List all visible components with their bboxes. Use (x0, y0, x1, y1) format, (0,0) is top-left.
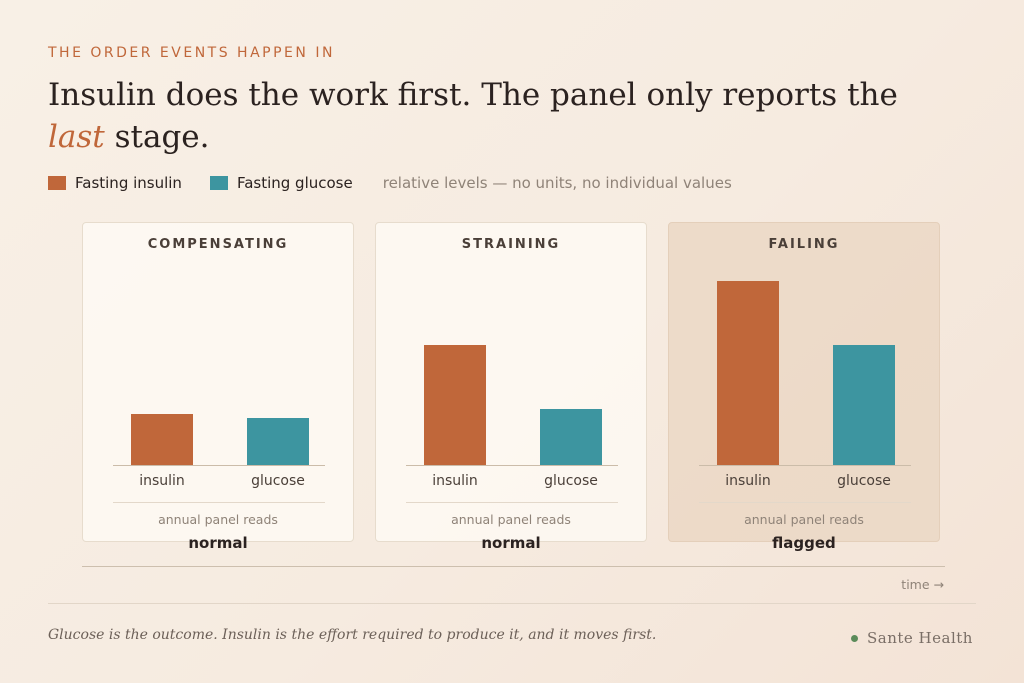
glucose-bar (833, 344, 895, 465)
bar-label-glucose: glucose (251, 473, 305, 489)
panel-straining: STRAINING insulin glucose annual panel read… (375, 222, 647, 552)
bar-baseline (406, 465, 618, 466)
legend-swatch-insulin (48, 176, 66, 190)
panel-separator (406, 502, 618, 503)
panel-separator (113, 502, 325, 503)
panel-reads-label: annual panel reads (158, 512, 278, 527)
panel-status: normal (481, 534, 541, 552)
bar-baseline (113, 465, 325, 466)
bar-label-insulin: insulin (432, 473, 478, 489)
caption: Glucose is the outcome. Insulin is the e… (48, 627, 657, 643)
bar-label-insulin: insulin (725, 473, 771, 489)
headline: Insulin does the work first. The panel o… (48, 74, 908, 158)
headline-emphasis: last (48, 119, 105, 155)
panel-status: normal (188, 534, 248, 552)
legend-label-glucose: Fasting glucose (236, 174, 353, 192)
panel-reads-label: annual panel reads (744, 512, 864, 527)
legend-item-glucose: Fasting glucose (209, 174, 353, 192)
panel-title: STRAINING (461, 237, 561, 252)
insulin-bar (424, 344, 486, 465)
brand-dot-icon (851, 634, 858, 642)
bar-label-insulin: insulin (139, 473, 185, 489)
headline-part1: Insulin does the work first. The panel o… (48, 77, 898, 113)
insulin-bar (131, 414, 193, 465)
panel-reads-label: annual panel reads (451, 512, 571, 527)
legend-swatch-glucose (209, 176, 228, 190)
headline-part2: stage. (104, 119, 210, 155)
panel-compensating: COMPENSATING insulin glucose annual panel r… (82, 222, 354, 552)
panel-status: flagged (772, 534, 836, 552)
bar-label-glucose: glucose (837, 473, 891, 489)
legend-label-insulin: Fasting insulin (75, 174, 182, 192)
panel-title: FAILING (768, 237, 840, 252)
bar-label-glucose: glucose (544, 473, 598, 489)
glucose-bar (247, 417, 309, 465)
bar-baseline (699, 465, 911, 466)
panel-failing: FAILING insulin glucose annual panel reads f… (668, 222, 940, 552)
brand-name: Sante Health (867, 629, 973, 647)
panel-title: COMPENSATING (147, 237, 289, 252)
insulin-bar (717, 281, 779, 465)
legend-item-insulin: Fasting insulin (48, 174, 182, 192)
brand: Sante Health (851, 629, 973, 647)
footer-divider (48, 603, 976, 604)
legend: Fasting insulin Fasting glucose relative… (48, 174, 732, 192)
eyebrow-label: THE ORDER EVENTS HAPPEN IN (48, 45, 335, 61)
time-axis-line (82, 566, 945, 567)
legend-note: relative levels — no units, no individua… (382, 174, 732, 192)
time-axis-label: time → (901, 577, 944, 592)
panel-separator (699, 502, 911, 503)
glucose-bar (540, 408, 602, 465)
